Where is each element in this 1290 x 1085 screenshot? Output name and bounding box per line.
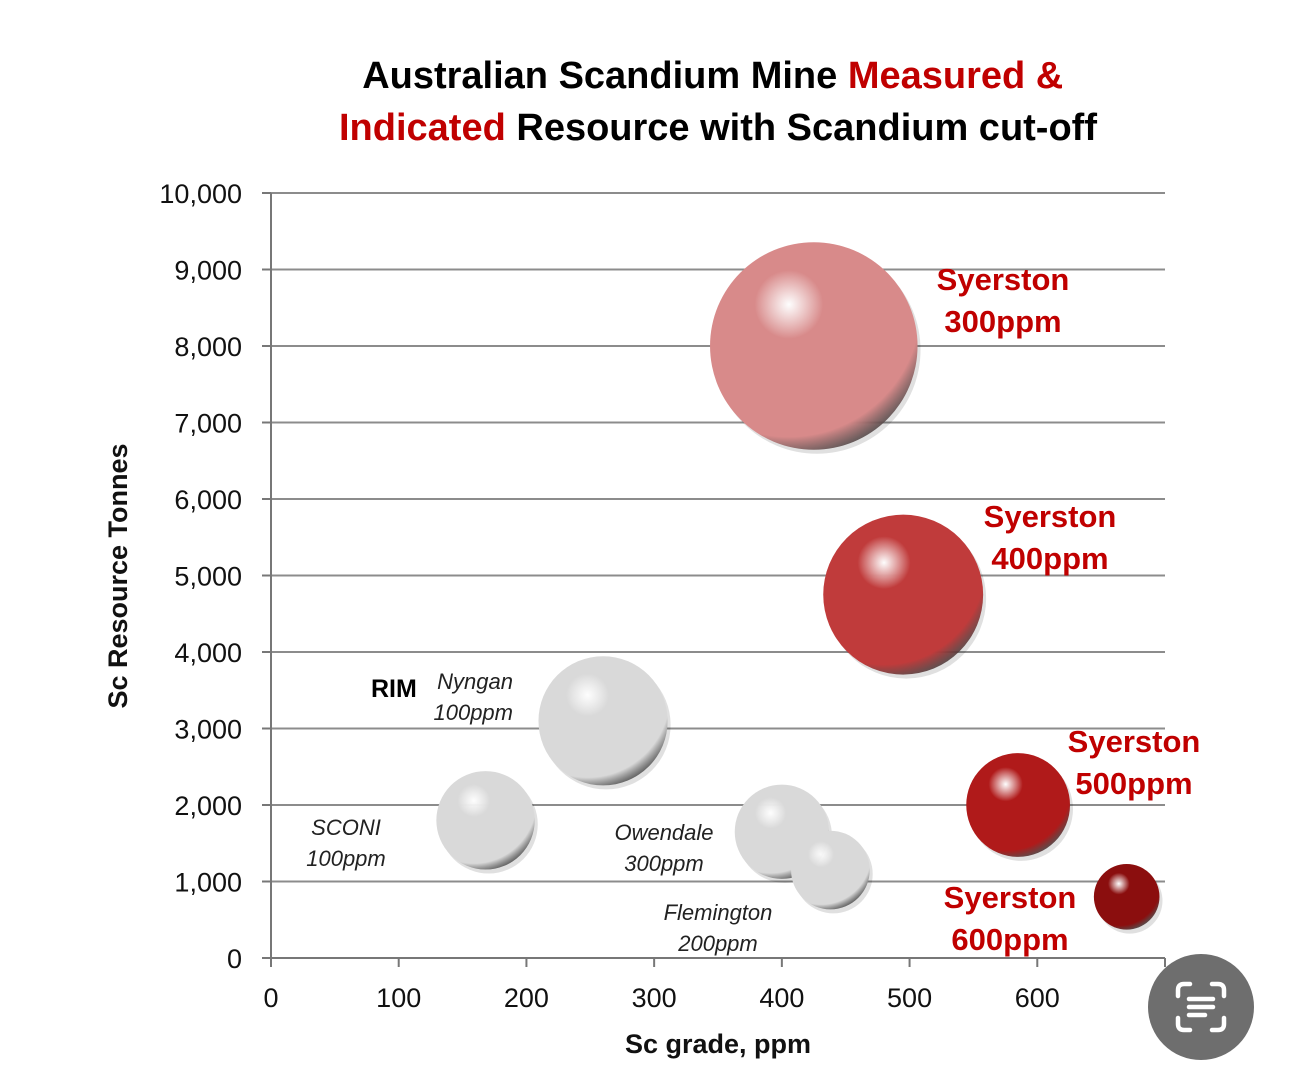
bubble [538,656,668,786]
bubble-label: Syerston [944,880,1077,915]
bubble-label: Syerston [1068,724,1201,759]
bubble [823,514,984,675]
x-tick-label: 600 [1015,983,1060,1013]
y-tick-label: 9,000 [174,256,242,286]
bubble [710,242,918,450]
y-tick-label: 6,000 [174,485,242,515]
axes: 0 1,000 2,000 3,000 4,000 5,000 6,000 7,000 8,00… [159,179,1172,1013]
bubble-label: 100ppm [306,846,386,871]
y-axis-label: Sc Resource Tonnes [103,443,133,708]
x-tick-label: 500 [887,983,932,1013]
bubble-label: 600ppm [951,922,1068,957]
x-tick-label: 200 [504,983,549,1013]
bubble-label: 100ppm [433,700,513,725]
grid-lines [271,192,1165,883]
y-tick-label: 5,000 [174,562,242,592]
bubble-label: 500ppm [1075,766,1192,801]
y-tick-label: 8,000 [174,332,242,362]
x-tick-label: 0 [263,983,278,1013]
bubble-label: 300ppm [624,851,704,876]
chart-title: Australian Scandium Mine Measured & Indi… [339,55,1097,149]
y-tick-label: 2,000 [174,791,242,821]
bubble-label: SCONI [311,815,381,840]
bubble-label: Nyngan [437,669,513,694]
live-text-scan-icon [1175,981,1227,1033]
rim-label: RIM [371,675,417,703]
bubble [436,771,535,870]
bubble [1093,863,1160,930]
bubble-label: 300ppm [944,304,1061,339]
bubble-label: Owendale [614,820,713,845]
chart-title-part-2: Measured & [848,55,1063,97]
bubble-label: Syerston [984,499,1117,534]
x-axis-label: Sc grade, ppm [625,1029,811,1059]
chart-title-part-1: Australian Scandium Mine [362,55,848,97]
chart-title-part-3: Indicated [339,107,506,149]
bubble [966,753,1071,857]
bubble-labels: Syerston 300ppm Syerston 400ppm Syerston 500p… [306,262,1200,957]
bubble-label: Flemington [664,900,773,925]
y-tick-label: 10,000 [159,179,242,209]
bubbles [436,242,1163,934]
live-text-scan-button[interactable] [1148,954,1254,1060]
y-tick-label: 0 [227,944,242,974]
bubble-label: 200ppm [677,931,758,956]
bubble [791,830,870,910]
y-tick-label: 4,000 [174,638,242,668]
x-tick-label: 100 [376,983,421,1013]
bubble-label: 400ppm [991,541,1108,576]
bubble-label: Syerston [937,262,1070,297]
y-tick-label: 1,000 [174,868,242,898]
y-tick-label: 7,000 [174,409,242,439]
x-tick-label: 400 [759,983,804,1013]
y-tick-label: 3,000 [174,715,242,745]
chart-title-part-4: Resource with Scandium cut-off [506,107,1098,149]
x-tick-label: 300 [632,983,677,1013]
